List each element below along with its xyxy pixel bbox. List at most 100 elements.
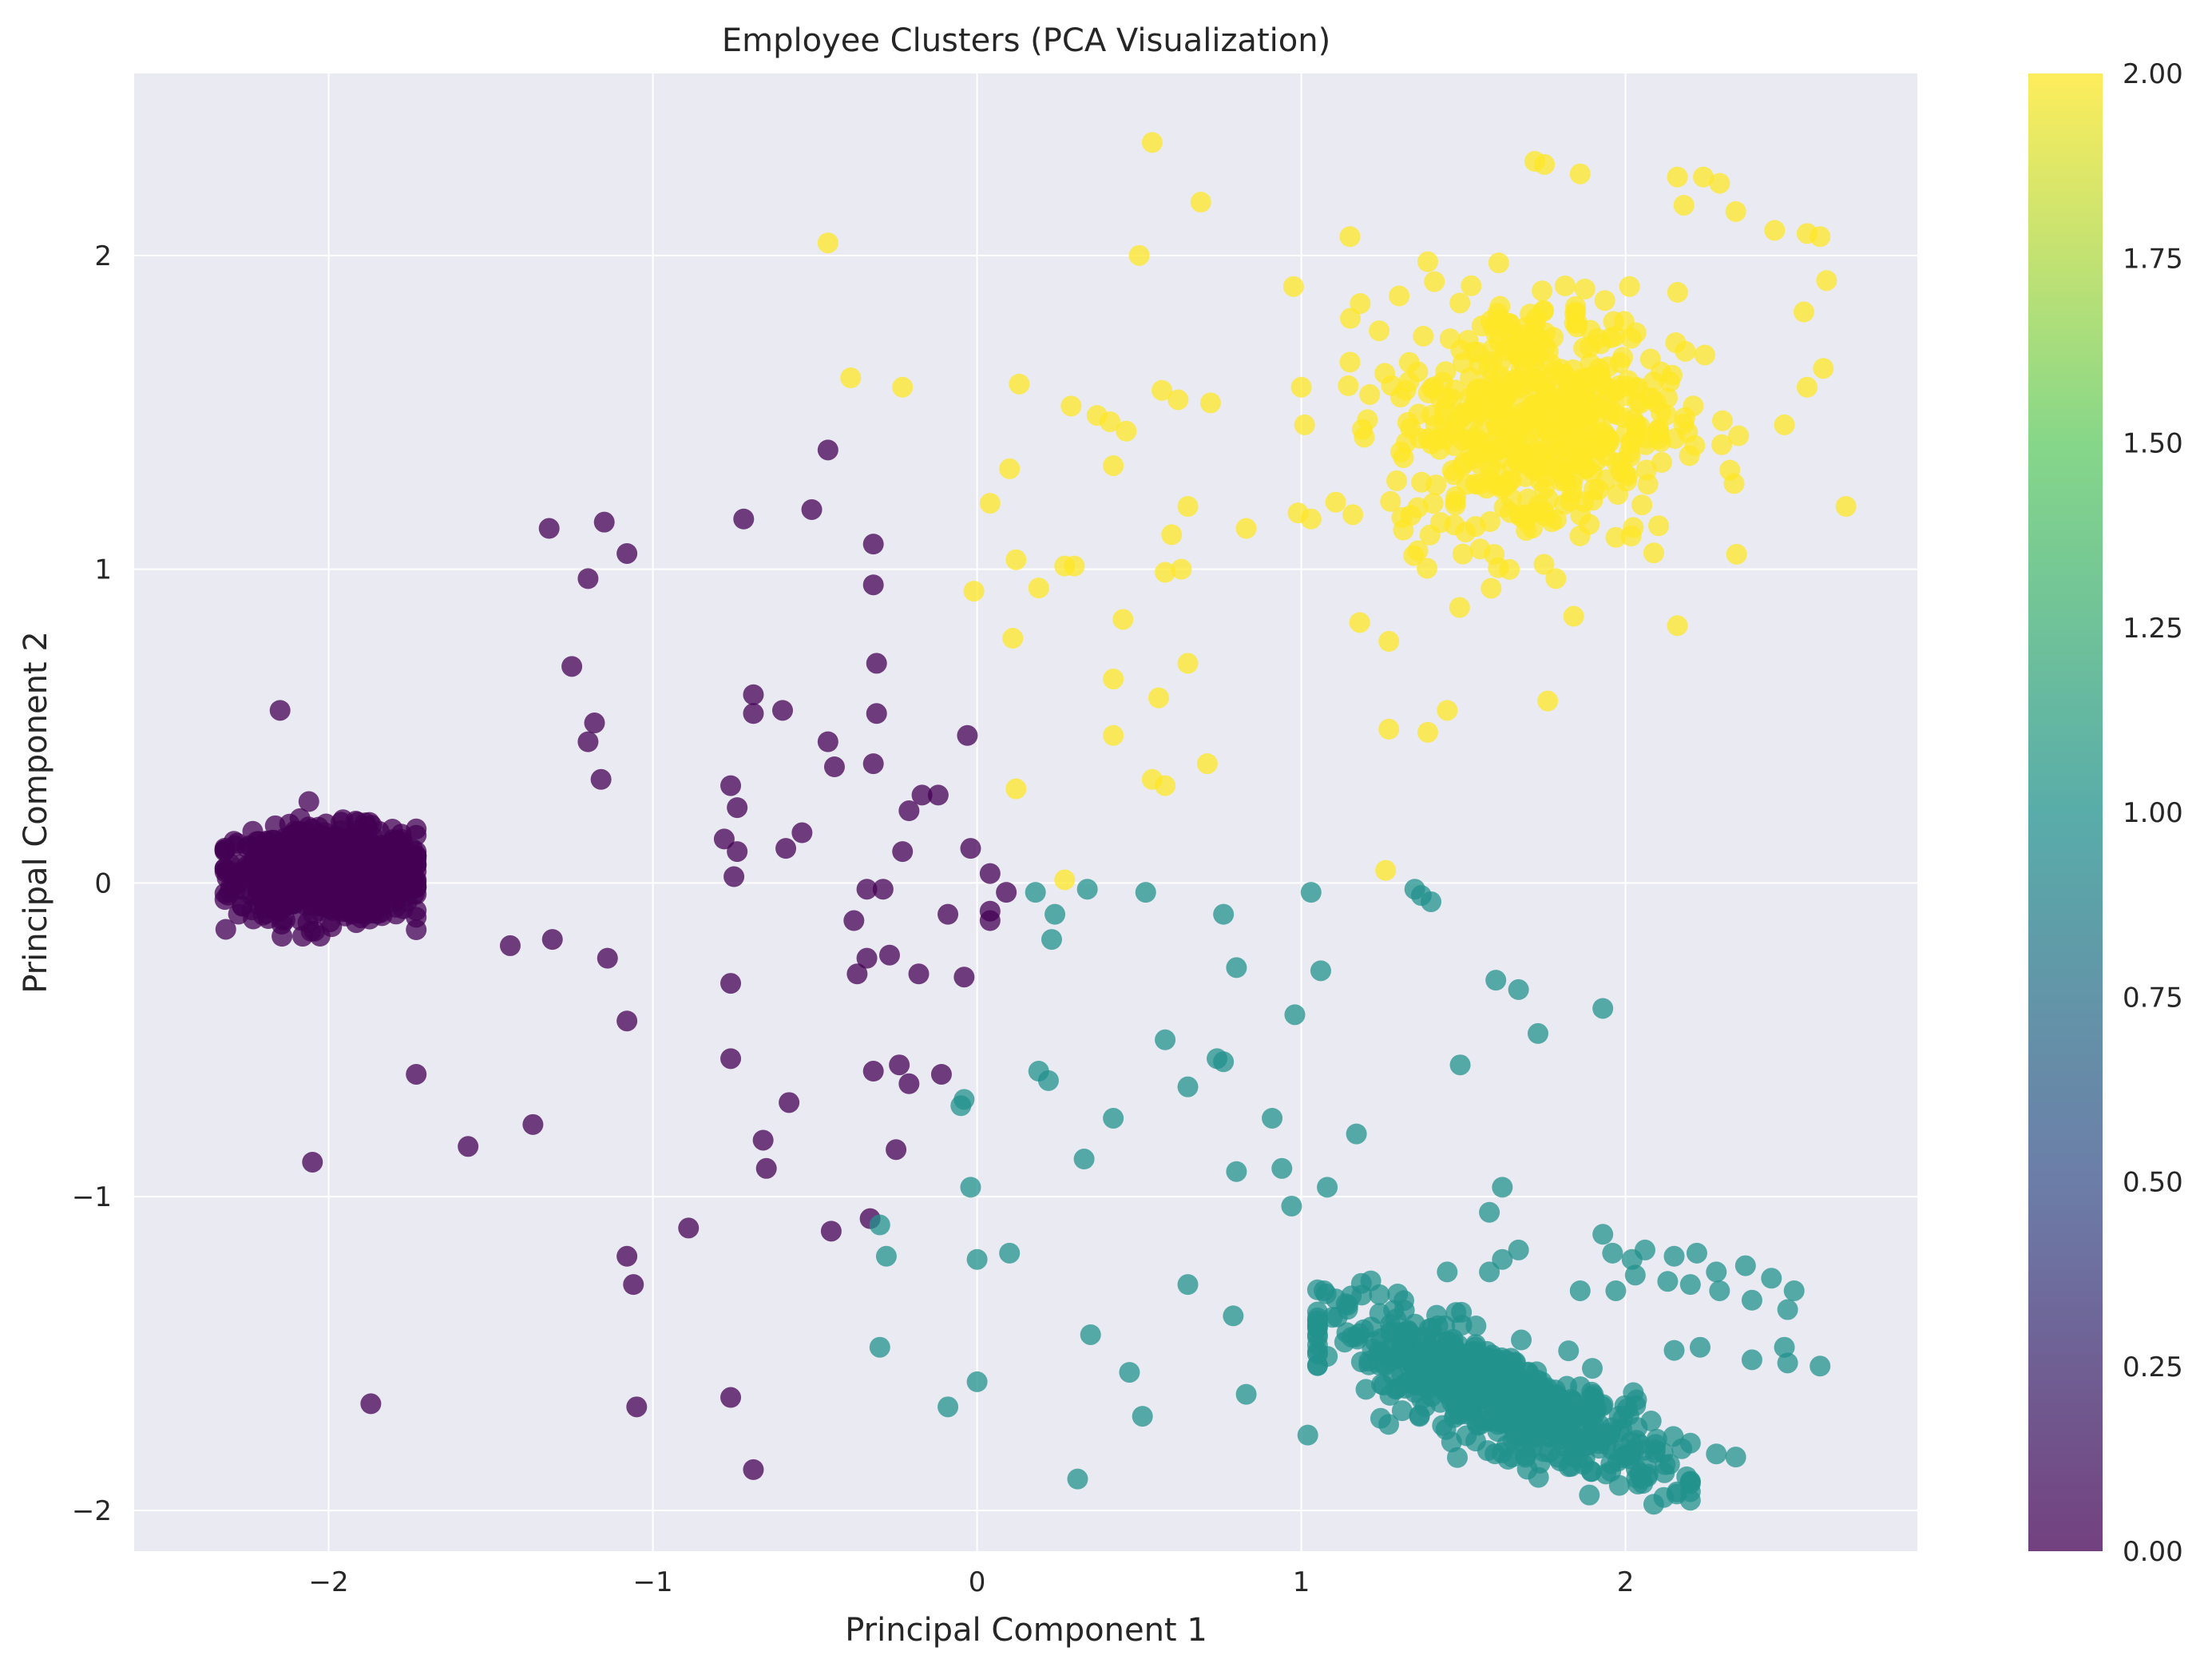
data-point bbox=[1665, 331, 1687, 353]
axis-ticks: −2 −1 0 1 2 −2 −1 0 1 2 bbox=[72, 240, 1635, 1598]
colorbar-tick-label: 1.00 bbox=[2123, 797, 2183, 829]
data-point bbox=[1425, 1365, 1446, 1387]
data-point bbox=[1619, 276, 1640, 297]
y-tick-label: 1 bbox=[94, 554, 112, 586]
data-point bbox=[856, 947, 878, 969]
data-point bbox=[869, 1336, 890, 1358]
chart-title: Employee Clusters (PCA Visualization) bbox=[722, 22, 1330, 59]
data-point bbox=[1064, 555, 1085, 577]
data-point bbox=[1469, 1414, 1491, 1435]
data-point bbox=[1520, 304, 1541, 325]
data-point bbox=[1167, 389, 1189, 411]
data-point bbox=[1515, 1445, 1536, 1467]
data-point bbox=[1317, 1177, 1338, 1198]
data-point bbox=[1601, 1417, 1623, 1439]
data-point bbox=[1103, 454, 1124, 476]
data-point bbox=[1599, 384, 1620, 406]
data-point bbox=[1422, 493, 1444, 514]
data-point bbox=[1387, 1283, 1409, 1304]
data-point bbox=[953, 1089, 975, 1110]
data-point bbox=[1375, 859, 1397, 881]
data-point bbox=[1086, 405, 1108, 427]
cluster-2-points bbox=[817, 132, 1857, 891]
data-point bbox=[743, 703, 764, 724]
data-point bbox=[1600, 327, 1622, 348]
data-point bbox=[1445, 490, 1466, 512]
data-point bbox=[1492, 1177, 1513, 1198]
y-tick-label: −1 bbox=[72, 1181, 112, 1213]
data-point bbox=[1674, 407, 1695, 428]
data-point bbox=[252, 854, 274, 875]
data-point bbox=[1507, 343, 1528, 365]
data-point bbox=[1537, 690, 1559, 712]
data-point bbox=[1508, 1239, 1529, 1260]
data-point bbox=[872, 879, 894, 900]
data-point bbox=[561, 656, 583, 677]
colorbar-tick-label: 0.50 bbox=[2123, 1167, 2183, 1199]
data-point bbox=[1616, 1398, 1638, 1419]
data-point bbox=[846, 963, 868, 985]
data-point bbox=[1517, 488, 1539, 510]
data-point bbox=[1467, 1367, 1489, 1388]
data-point bbox=[1340, 308, 1362, 329]
data-point bbox=[1456, 1425, 1477, 1447]
data-point bbox=[862, 1061, 884, 1082]
data-point bbox=[791, 822, 813, 843]
data-point bbox=[577, 568, 599, 589]
data-point bbox=[911, 784, 933, 806]
data-point bbox=[1567, 312, 1588, 334]
data-point bbox=[1310, 960, 1331, 982]
data-point bbox=[1673, 194, 1695, 216]
data-point bbox=[996, 882, 1017, 903]
data-point bbox=[1709, 1280, 1730, 1301]
data-point bbox=[1314, 1280, 1335, 1301]
data-point bbox=[1460, 367, 1481, 388]
data-point bbox=[1624, 1264, 1646, 1286]
data-point bbox=[840, 367, 862, 388]
data-point bbox=[1532, 280, 1553, 302]
data-point bbox=[1413, 325, 1434, 347]
data-point bbox=[1235, 1383, 1257, 1405]
data-point bbox=[1527, 1022, 1548, 1044]
colorbar-tick-label: 1.50 bbox=[2123, 428, 2183, 460]
data-point bbox=[979, 863, 1001, 884]
data-point bbox=[242, 820, 264, 842]
data-point bbox=[1813, 358, 1834, 379]
data-point bbox=[1325, 491, 1346, 513]
data-point bbox=[616, 1245, 638, 1267]
data-point bbox=[597, 947, 618, 969]
data-point bbox=[1569, 163, 1591, 185]
data-point bbox=[1544, 458, 1566, 480]
data-point bbox=[1041, 929, 1062, 951]
colorbar-tick-label: 0.75 bbox=[2123, 982, 2183, 1014]
data-point bbox=[1067, 1468, 1088, 1490]
data-point bbox=[577, 731, 599, 752]
data-point bbox=[1485, 970, 1507, 991]
data-point bbox=[820, 1221, 842, 1242]
data-point bbox=[367, 887, 389, 909]
x-tick-label: 1 bbox=[1293, 1566, 1310, 1598]
data-point bbox=[720, 1387, 742, 1408]
data-point bbox=[1235, 518, 1257, 539]
data-point bbox=[297, 911, 319, 933]
colorbar-tick-label: 1.75 bbox=[2123, 243, 2183, 275]
data-point bbox=[1028, 578, 1049, 599]
data-point bbox=[1378, 1338, 1400, 1359]
data-point bbox=[1535, 336, 1556, 358]
data-point bbox=[1764, 220, 1786, 241]
data-point bbox=[1706, 1443, 1727, 1465]
data-point bbox=[302, 1151, 323, 1173]
data-point bbox=[1719, 459, 1741, 481]
data-point bbox=[1383, 1300, 1405, 1321]
data-point bbox=[772, 700, 793, 721]
data-point bbox=[1667, 281, 1688, 303]
data-point bbox=[1398, 351, 1420, 373]
data-point bbox=[1574, 278, 1596, 300]
data-point bbox=[1711, 410, 1733, 431]
cluster-1-points bbox=[869, 879, 1831, 1515]
data-point bbox=[938, 903, 959, 925]
x-tick-label: −2 bbox=[309, 1566, 349, 1598]
data-point bbox=[1199, 392, 1221, 414]
data-point bbox=[1373, 1375, 1394, 1396]
data-point bbox=[1152, 379, 1173, 401]
